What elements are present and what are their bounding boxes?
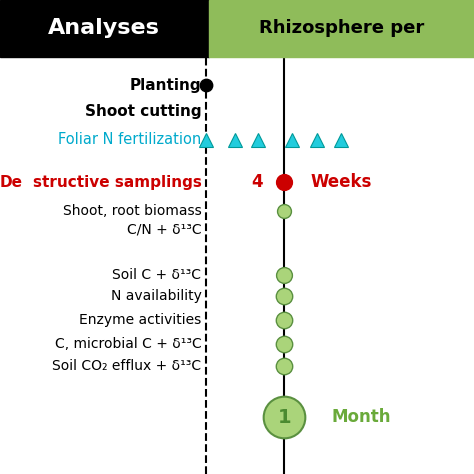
Text: N availability: N availability xyxy=(110,289,201,303)
Text: Shoot, root biomass: Shoot, root biomass xyxy=(63,204,201,218)
Text: Weeks: Weeks xyxy=(310,173,372,191)
Point xyxy=(281,316,288,324)
Text: 13: 13 xyxy=(334,0,346,8)
Point xyxy=(281,340,288,347)
Text: 4: 4 xyxy=(251,173,263,191)
Text: 1: 1 xyxy=(278,408,291,427)
Text: C/N + δ¹³C: C/N + δ¹³C xyxy=(127,223,201,237)
Text: Enzyme activities: Enzyme activities xyxy=(79,313,201,327)
Text: Month: Month xyxy=(332,408,392,426)
Text: Shoot cutting: Shoot cutting xyxy=(85,104,201,119)
Bar xyxy=(209,0,474,57)
Text: labeling: labeling xyxy=(371,0,421,13)
Point xyxy=(202,82,210,89)
Point xyxy=(281,413,288,421)
Text: Planting: Planting xyxy=(130,78,201,93)
Point xyxy=(281,207,288,215)
Text: Rhizosphere per: Rhizosphere per xyxy=(259,19,424,37)
Text: CO: CO xyxy=(344,0,361,13)
Text: C, microbial C + δ¹³C: C, microbial C + δ¹³C xyxy=(55,337,201,351)
Point xyxy=(281,271,288,279)
Point xyxy=(281,179,288,186)
Text: Soil CO₂ efflux + δ¹³C: Soil CO₂ efflux + δ¹³C xyxy=(52,359,201,373)
Text: Soil C + δ¹³C: Soil C + δ¹³C xyxy=(112,268,201,282)
Text: Analyses: Analyses xyxy=(48,18,160,38)
Text: 2: 2 xyxy=(366,8,372,17)
Bar xyxy=(0,0,209,57)
Text: Continuous: Continuous xyxy=(218,0,289,13)
Point xyxy=(281,292,288,300)
Text: Foliar N fertilization: Foliar N fertilization xyxy=(58,132,201,147)
Text: De: De xyxy=(0,175,23,190)
Text: structive samplings: structive samplings xyxy=(33,175,201,190)
Point xyxy=(281,362,288,370)
